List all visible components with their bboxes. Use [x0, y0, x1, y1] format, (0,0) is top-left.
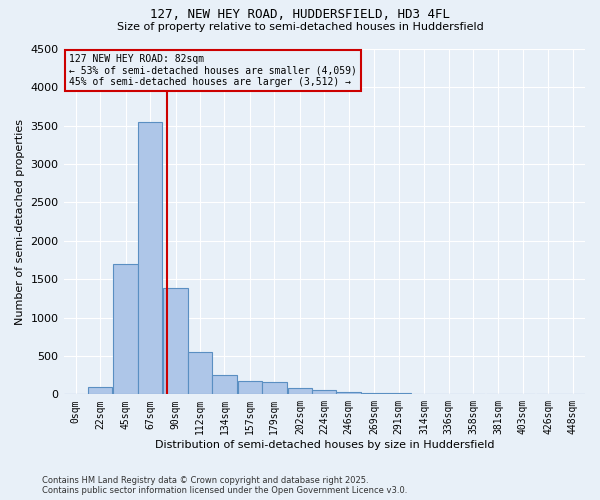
X-axis label: Distribution of semi-detached houses by size in Huddersfield: Distribution of semi-detached houses by … — [155, 440, 494, 450]
Bar — [163, 288, 188, 395]
Bar — [212, 375, 236, 394]
Text: 127, NEW HEY ROAD, HUDDERSFIELD, HD3 4FL: 127, NEW HEY ROAD, HUDDERSFIELD, HD3 4FL — [150, 8, 450, 20]
Bar — [113, 264, 138, 394]
Bar — [88, 386, 112, 394]
Bar — [188, 352, 212, 395]
Bar — [262, 382, 287, 394]
Y-axis label: Number of semi-detached properties: Number of semi-detached properties — [15, 118, 25, 324]
Bar — [362, 393, 386, 394]
Text: Size of property relative to semi-detached houses in Huddersfield: Size of property relative to semi-detach… — [116, 22, 484, 32]
Bar — [386, 393, 411, 394]
Bar — [337, 392, 361, 394]
Text: 127 NEW HEY ROAD: 82sqm
← 53% of semi-detached houses are smaller (4,059)
45% of: 127 NEW HEY ROAD: 82sqm ← 53% of semi-de… — [69, 54, 356, 88]
Text: Contains HM Land Registry data © Crown copyright and database right 2025.
Contai: Contains HM Land Registry data © Crown c… — [42, 476, 407, 495]
Bar — [238, 381, 262, 394]
Bar — [138, 122, 162, 394]
Bar — [312, 390, 337, 394]
Bar — [287, 388, 312, 394]
